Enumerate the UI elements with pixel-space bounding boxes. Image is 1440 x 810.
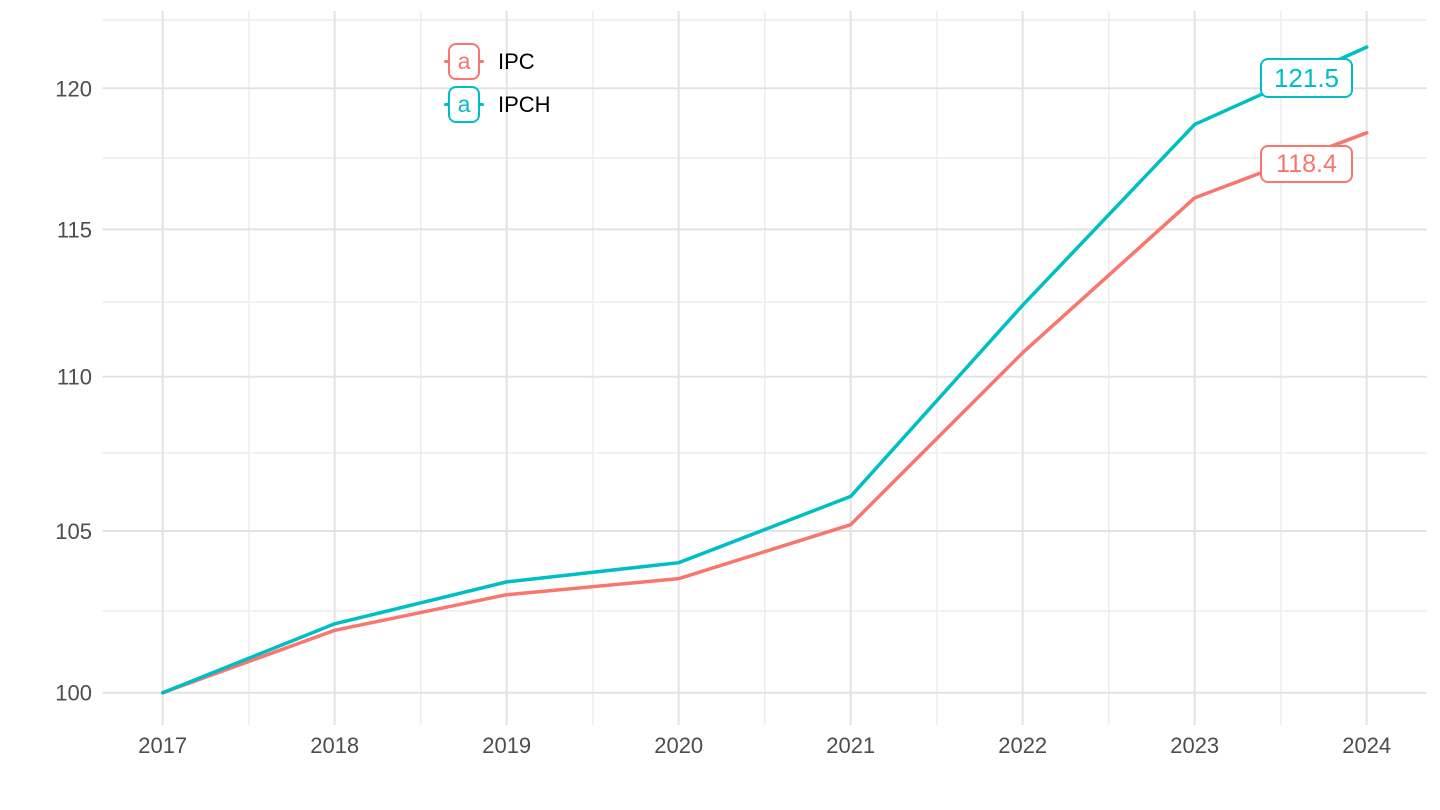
x-tick-label: 2024 (1342, 733, 1391, 758)
x-tick-label: 2020 (654, 733, 703, 758)
legend: a IPC a IPCH (444, 43, 551, 123)
x-tick-label: 2019 (482, 733, 531, 758)
legend-key-label-icon: a (448, 86, 480, 123)
x-tick-label: 2022 (998, 733, 1047, 758)
y-tick-label: 120 (55, 76, 92, 101)
series-line-ipch (160, 45, 1369, 695)
x-tick-label: 2021 (826, 733, 875, 758)
y-tick-label: 100 (55, 681, 92, 706)
legend-label-ipc: IPC (498, 48, 535, 74)
legend-key-label-icon: a (448, 43, 480, 80)
end-value-label-ipc: 118.4 (1260, 145, 1353, 183)
legend-entry-ipch: a IPCH (444, 86, 551, 123)
x-tick-label: 2023 (1170, 733, 1219, 758)
y-tick-label: 115 (57, 217, 92, 242)
y-tick-label: 110 (57, 365, 92, 390)
legend-key-ipc: a (444, 43, 484, 80)
legend-key-glyph: a (457, 91, 471, 117)
legend-key-glyph: a (457, 48, 471, 74)
legend-label-ipch: IPCH (498, 91, 551, 117)
y-tick-label: 105 (55, 519, 92, 544)
series-line-ipc (160, 131, 1369, 695)
legend-key-ipch: a (444, 86, 484, 123)
x-tick-label: 2017 (138, 733, 187, 758)
end-value-label-ipch: 121.5 (1260, 58, 1353, 98)
legend-entry-ipc: a IPC (444, 43, 551, 80)
x-tick-label: 2018 (310, 733, 359, 758)
